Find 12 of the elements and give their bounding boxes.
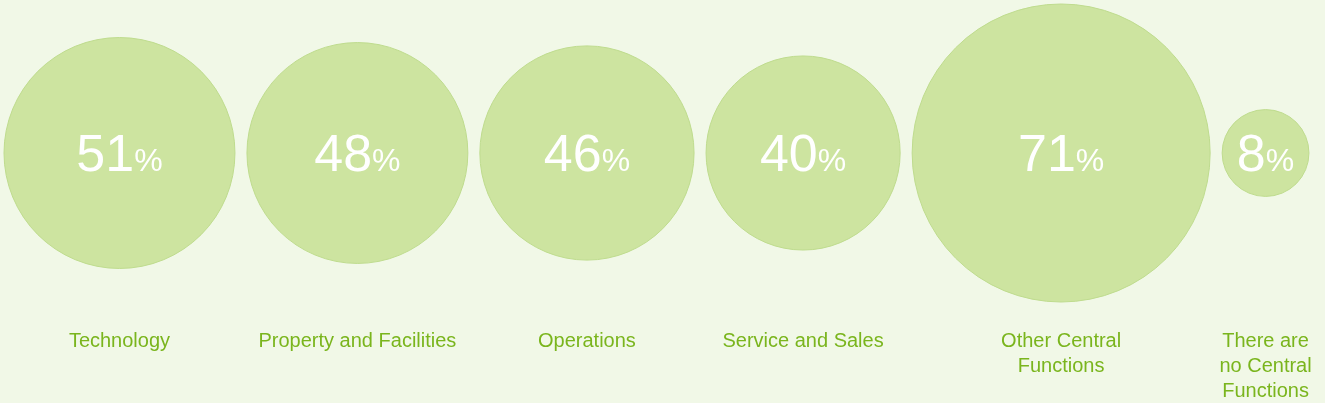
category-label: Operations <box>538 329 636 351</box>
data-label: 71% <box>1017 124 1105 182</box>
category-label: Property and Facilities <box>258 329 457 351</box>
data-label: 48% <box>314 124 401 182</box>
category-label: Technology <box>68 329 171 351</box>
data-label: 51% <box>76 124 163 182</box>
data-label: 40% <box>759 124 847 182</box>
data-label: 46% <box>543 124 631 182</box>
category-label: There are no Central Functions <box>1219 329 1312 401</box>
category-label: Service and Sales <box>722 329 884 351</box>
data-label: 8% <box>1236 124 1295 182</box>
category-label: Other Central Functions <box>1001 329 1122 376</box>
